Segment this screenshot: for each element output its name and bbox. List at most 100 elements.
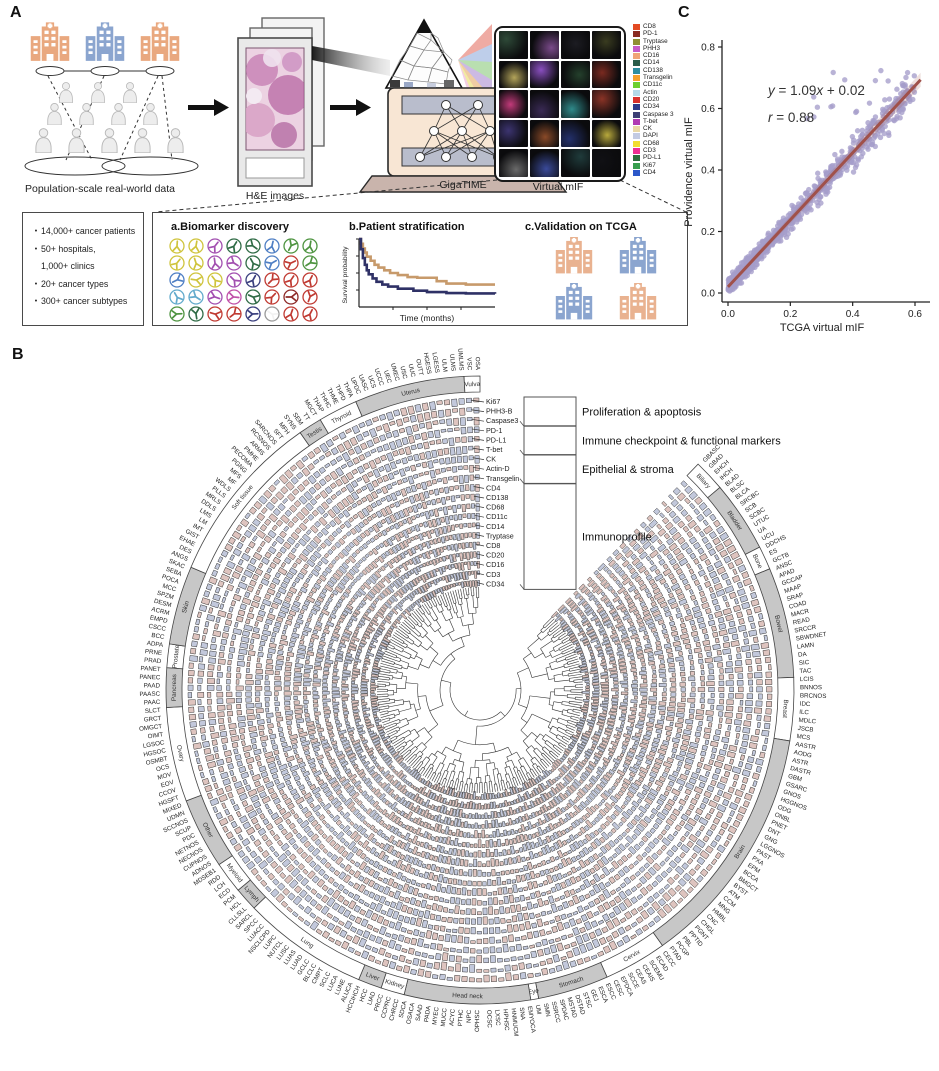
cancer-subtype-label: ASTR [791, 757, 809, 768]
mif-legend-label: CD34 [643, 103, 660, 111]
cancer-subtype-label: EMYOCA [526, 1006, 537, 1034]
mif-tile [561, 119, 590, 148]
cancer-subtype-label: OCSC [485, 1010, 492, 1029]
mif-legend-label: Caspase 3 [643, 110, 674, 118]
cancer-subtype-label: LIAD [366, 990, 377, 1006]
mif-legend-label: Transgelin [643, 74, 673, 82]
km-xlabel: Time (months) [400, 313, 455, 323]
antibody-icon [207, 238, 223, 254]
antibody-icon [169, 238, 185, 254]
km-curve-lower [359, 237, 497, 295]
cancer-subtype-label: OMGCT [139, 723, 163, 733]
organ-label: Head neck [452, 992, 484, 1000]
cancer-subtype-label: GRCT [143, 715, 161, 724]
cancer-subtype-label: ULMS [448, 354, 457, 372]
mif-legend-swatch [633, 75, 640, 82]
organ-label: Liver [365, 971, 381, 983]
panel-b-circular-dendrogram: BiliaryBladderBoneBowelBreastBrainCervix… [139, 348, 827, 1037]
cancer-subtype-label: HGESS [422, 352, 432, 375]
cancer-subtype-label: SNA [518, 1007, 527, 1021]
antibody-icon [264, 272, 280, 288]
cancer-subtype-label: BRCNOS [800, 692, 827, 700]
mif-legend-item: CD4 [633, 169, 695, 176]
organ-label: Breast [781, 699, 789, 718]
cancer-subtype-label: MYEC [431, 1006, 440, 1025]
mif-legend-item: PD-L1 [633, 155, 695, 162]
antibody-icon [302, 289, 318, 305]
panel-c-scatter: TCGA virtual mIF Providence virtual mIF … [683, 40, 930, 334]
cancer-subtype-label: OPHSC [474, 1009, 481, 1032]
mif-legend-item: Tryptase [633, 38, 695, 45]
cancer-subtype-label: DNT [767, 826, 782, 838]
marker-category-label: Immune checkpoint & functional markers [582, 435, 781, 447]
cancer-subtype-label: DESM [153, 598, 172, 609]
stats-line: • 14,000+ cancer patients [34, 226, 136, 236]
cancer-subtype-label: SIC [799, 659, 810, 667]
km-survival-plot: Survival probability Time (months) [342, 237, 497, 323]
mif-legend-swatch [633, 169, 640, 176]
mif-legend-item: CD14 [633, 60, 695, 67]
virtual-mif-marker-legend: CD8 PD-1 Tryptase PHH3 CD16 CD14 CD138 Transgel… [633, 23, 695, 176]
mif-legend-label: CD16 [643, 52, 660, 60]
cancer-subtype-label: UEC [382, 370, 393, 385]
scatter-xtick: 0.6 [908, 309, 922, 320]
antibody-icon [207, 289, 223, 305]
organ-label: Ovary [175, 744, 186, 763]
cancer-subtype-label: UM [534, 1004, 543, 1015]
antibody-icon [226, 289, 242, 305]
cancer-subtype-label: DA [798, 651, 808, 659]
cancer-subtype-label: SMN [542, 1003, 552, 1018]
cancer-subtype-label: COAD [788, 599, 808, 610]
regression-line [726, 78, 922, 288]
cancer-subtype-label: LGESS [431, 352, 441, 373]
antibody-icon [264, 306, 280, 322]
cancer-subtype-label: HPHSC [502, 1009, 511, 1032]
cancer-subtype-label: UA [757, 525, 769, 536]
cancer-subtype-label: READ [792, 616, 811, 626]
mif-legend-swatch [633, 104, 640, 111]
cancer-subtype-label: UMLMS [456, 348, 464, 371]
mif-legend-swatch [633, 82, 640, 89]
ring-marker-label: PD-L1 [486, 435, 506, 444]
sub-a-title: a.Biomarker discovery [171, 221, 290, 233]
cancer-subtype-label: ES [768, 547, 778, 557]
mif-legend-item: Ki67 [633, 162, 695, 169]
mif-legend-swatch [633, 118, 640, 125]
mif-legend-label: CD3 [643, 147, 656, 155]
virtual-mif-grid [494, 26, 626, 182]
mif-legend-item: PHH3 [633, 45, 695, 52]
mif-tile [592, 60, 621, 89]
antibody-icon [207, 306, 223, 322]
cancer-subtype-label: CSCC [148, 623, 167, 633]
antibody-icon [188, 238, 204, 254]
antibody-icon [226, 238, 242, 254]
cancer-subtype-label: SSRCC [550, 1001, 562, 1024]
ring-marker-label: T-bet [486, 445, 502, 454]
antibody-icon [302, 272, 318, 288]
population-label: Population-scale real-world data [25, 183, 175, 195]
scatter-ylabel: Providence virtual mIF [683, 117, 695, 227]
stats-line: • 300+ cancer subtypes [34, 296, 128, 306]
mif-legend-swatch [633, 89, 640, 96]
mif-legend-swatch [633, 133, 640, 140]
virtual-mif-label: Virtual mIF [532, 181, 584, 193]
stats-line: • 50+ hospitals, [34, 243, 96, 254]
population-people [35, 82, 184, 153]
antibody-icon [283, 238, 299, 254]
mif-tile [530, 149, 559, 177]
mif-legend-label: T-bet [643, 117, 658, 125]
marker-category-bracket [523, 396, 577, 427]
cancer-subtype-label: VSC [465, 357, 473, 371]
mif-legend-item: CD20 [633, 96, 695, 103]
cancer-subtype-label: UMEC [389, 362, 401, 382]
mif-tile [499, 31, 528, 59]
cancer-subtype-label: OSACA [405, 1001, 416, 1024]
km-ylabel: Survival probability [342, 246, 349, 304]
antibody-icon [245, 238, 261, 254]
ring-marker-label: CD68 [486, 503, 504, 512]
cancer-subtype-label: EMPD [149, 614, 168, 625]
mif-legend-item: CD3 [633, 147, 695, 155]
mif-legend-label: CD68 [643, 139, 660, 147]
mif-legend-label: PD-1 [643, 30, 658, 38]
ring-marker-legend: Ki67PHH3-BCaspase3PD-1PD-L1T-betCKActin-… [470, 396, 781, 590]
